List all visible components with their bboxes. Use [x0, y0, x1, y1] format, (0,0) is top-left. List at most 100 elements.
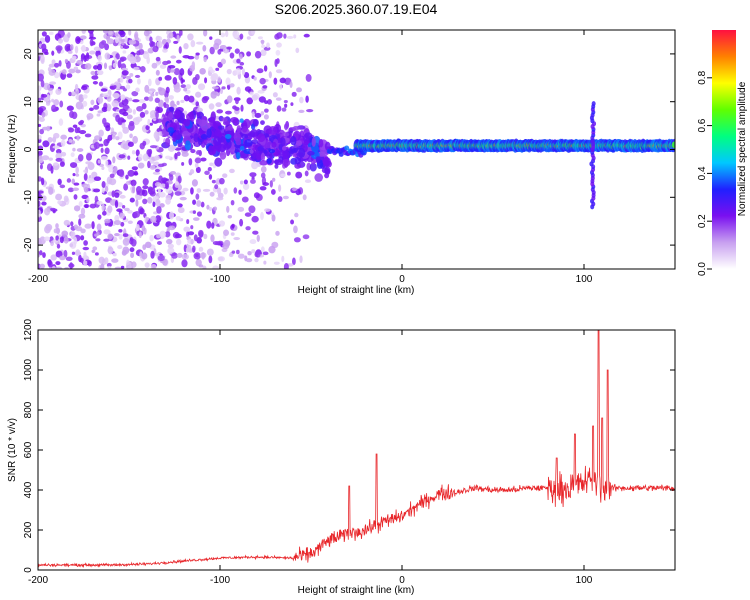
spectrogram-cell [96, 113, 101, 117]
spectrogram-cell [90, 99, 95, 106]
spectrogram-cell [122, 233, 129, 238]
spectrogram-cell [168, 225, 176, 231]
spectrogram-cell [72, 187, 80, 192]
spectrogram-cell [225, 77, 231, 86]
spectrogram-cell [233, 236, 241, 241]
spectrogram-cell [236, 86, 241, 95]
spectrogram-cell [127, 141, 134, 147]
spectrogram-cell [149, 234, 154, 242]
spectrogram-cell [135, 224, 140, 231]
spectrogram-cell [94, 252, 99, 256]
spectrogram-cell [91, 75, 99, 80]
spectrogram-cell [202, 45, 207, 52]
spectrogram-cell [202, 265, 207, 269]
spectrogram-cell [252, 152, 258, 160]
spectrogram-cell [174, 181, 180, 186]
spectrogram-cell [38, 73, 44, 82]
spectrogram-cell [168, 106, 175, 112]
spectrogram-cell [249, 149, 254, 154]
spectrogram-cell [251, 249, 256, 254]
spectrogram-cell [286, 171, 291, 176]
spectrogram-cell [152, 171, 161, 175]
spectrogram-cell [177, 175, 182, 184]
snr-xtick-label: -100 [210, 575, 230, 586]
spectrogram-cell [61, 230, 69, 237]
spectrogram-cell [211, 86, 219, 90]
spectrogram-cell [120, 57, 125, 62]
spectrogram-cell [129, 73, 134, 77]
spectrogram-cell [206, 204, 210, 210]
spectrogram-cell [55, 157, 63, 162]
spectrogram-cell [176, 100, 180, 106]
spectrogram-cell [108, 166, 114, 173]
spectrogram-cell [59, 236, 64, 244]
spectrogram-cell [69, 162, 78, 168]
spectrogram-cell [73, 194, 78, 200]
spectrogram-cell [38, 209, 41, 218]
spectrogram-cell [267, 99, 273, 105]
spectrogram-cell [324, 167, 331, 175]
spectrogram-cell [101, 106, 108, 113]
spectrogram-cell [189, 111, 195, 120]
spectrogram-cell [38, 134, 42, 140]
spectrogram-cell [280, 137, 286, 147]
spectrogram-cell [102, 93, 110, 98]
spectrogram-cell [198, 264, 204, 268]
spectrogram-ytick-label: 0 [23, 146, 34, 152]
spectrogram-cell [98, 129, 104, 137]
spectrogram-cell [239, 33, 244, 40]
colorbar-tick-label: 0.6 [697, 118, 708, 132]
spectrogram-cell [233, 187, 238, 194]
spectrogram-cell [63, 249, 68, 258]
spectrogram-cell [64, 58, 69, 63]
spectrogram-cell [73, 66, 79, 71]
spectrogram-cell [234, 48, 240, 54]
spectrogram-cell [178, 46, 182, 54]
spectrogram-cell [41, 201, 47, 206]
spectrogram-cell [155, 118, 163, 123]
spectrogram-cell [122, 50, 127, 54]
spectrogram-cell [273, 152, 279, 157]
spectrogram-cell [159, 64, 167, 70]
spectrogram-cell [226, 68, 232, 75]
spectrogram-cell [84, 223, 92, 229]
spectrogram-cell [38, 190, 44, 194]
spectrogram-cell [278, 184, 282, 192]
colorbar-tick-label: 0.2 [697, 214, 708, 228]
spectrogram-cell [91, 221, 95, 230]
spectrogram-cell [69, 243, 74, 248]
spectrogram-cell [131, 40, 137, 45]
spectrogram-cell [75, 173, 80, 177]
spectrogram-cell [128, 30, 132, 36]
spectrogram-cell [168, 95, 174, 100]
spectrogram-cell [129, 238, 134, 245]
spectrogram-cell [68, 68, 76, 74]
spectrogram-cell [196, 150, 202, 155]
spectrogram-cell [172, 77, 178, 85]
spectrogram-marks [38, 30, 675, 269]
spectrogram-cell [53, 62, 60, 68]
spectrogram-cell [121, 67, 129, 71]
snr-ytick-label: 800 [23, 401, 34, 418]
spectrogram-cell [304, 170, 309, 177]
spectrogram-cell [208, 174, 213, 180]
spectrogram-cell [260, 152, 266, 162]
spectrogram-cell [212, 240, 220, 246]
spectrogram-cell [138, 99, 146, 104]
spectrogram-cell [63, 236, 69, 244]
spectrogram-cell [254, 251, 261, 258]
spectrogram-cell [253, 192, 260, 199]
spectrogram-cell [55, 266, 63, 269]
spectrogram-cell [39, 250, 43, 256]
spectrogram-cell [147, 47, 154, 54]
spectrogram-cell [223, 229, 230, 236]
spectrogram-xtick-label: 100 [576, 274, 593, 285]
spectrogram-cell [219, 88, 224, 94]
spectrogram-cell [168, 64, 176, 69]
spectrogram-cell [164, 74, 172, 81]
spectrogram-cell [247, 250, 252, 256]
spectrogram-ylabel: Frequency (Hz) [7, 115, 18, 184]
spectrogram-cell [290, 136, 297, 146]
spectrogram-cell [193, 234, 198, 242]
spectrogram-cell [86, 177, 94, 184]
